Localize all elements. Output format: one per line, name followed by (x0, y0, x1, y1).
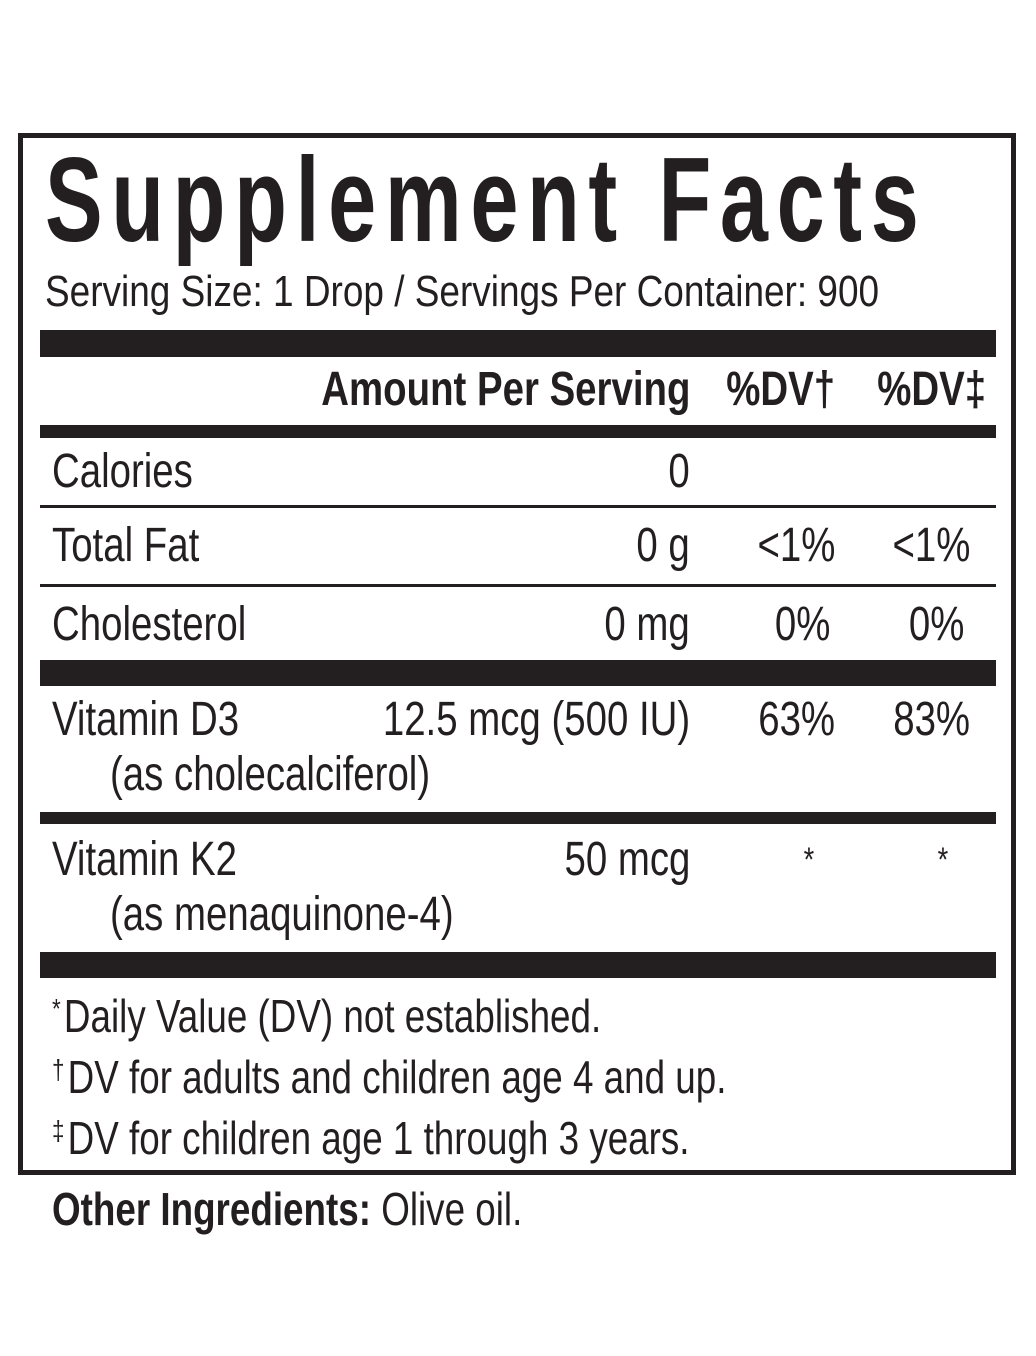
medium-rule (40, 425, 996, 438)
footnote: †DV for adults and children age 4 and up… (52, 1047, 726, 1100)
row-dv: 0% (774, 598, 831, 651)
footnote: *Daily Value (DV) not established. (52, 986, 601, 1039)
row-amount: 0 (668, 445, 690, 498)
thick-rule (40, 330, 996, 357)
header-amount: Amount Per Serving (320, 363, 690, 416)
footnote: ‡DV for children age 1 through 3 years. (52, 1108, 690, 1161)
header-dv: %DV† (726, 363, 835, 416)
row-amount: 0 g (636, 519, 690, 572)
row-name: Vitamin D3 (52, 693, 240, 746)
footnote-text: DV for adults and children age 4 and up. (67, 1051, 727, 1103)
row-dv: * (803, 841, 814, 879)
row-dv: 63% (758, 693, 835, 746)
row-amount: 50 mcg (564, 833, 690, 886)
row-name: Vitamin K2 (52, 833, 237, 886)
serving-info: Serving Size: 1 Drop / Servings Per Cont… (45, 267, 880, 316)
row-name: Cholesterol (52, 598, 247, 651)
header-dv: %DV‡ (877, 363, 986, 416)
row-dv: 0% (908, 598, 965, 651)
other-ingredients-label: Other Ingredients: (52, 1183, 371, 1235)
thick-rule (40, 952, 996, 978)
row-dv: <1% (757, 519, 835, 572)
footnote-symbol: ‡ (52, 1115, 65, 1146)
thick-rule (40, 660, 996, 686)
row-subname: (as cholecalciferol) (110, 748, 431, 801)
medium-rule (40, 812, 996, 824)
row-amount: 12.5 mcg (500 IU) (382, 693, 690, 746)
row-amount: 0 mg (604, 598, 690, 651)
label-border (18, 133, 1016, 1175)
label-title: Supplement Facts (45, 133, 928, 267)
row-name: Total Fat (52, 519, 200, 572)
row-dv: * (937, 841, 948, 879)
footnote-symbol: † (52, 1054, 65, 1085)
row-dv: <1% (892, 519, 970, 572)
thin-rule (40, 505, 996, 508)
footnote-symbol: * (52, 993, 61, 1024)
row-name: Calories (52, 445, 193, 498)
row-dv: 83% (893, 693, 970, 746)
other-ingredients: Other Ingredients: Olive oil. (52, 1186, 522, 1232)
thin-rule (40, 584, 996, 587)
row-subname: (as menaquinone-4) (110, 888, 454, 941)
footnote-text: Daily Value (DV) not established. (63, 990, 602, 1042)
other-ingredients-text: Olive oil. (381, 1183, 523, 1235)
footnote-text: DV for children age 1 through 3 years. (67, 1112, 690, 1164)
